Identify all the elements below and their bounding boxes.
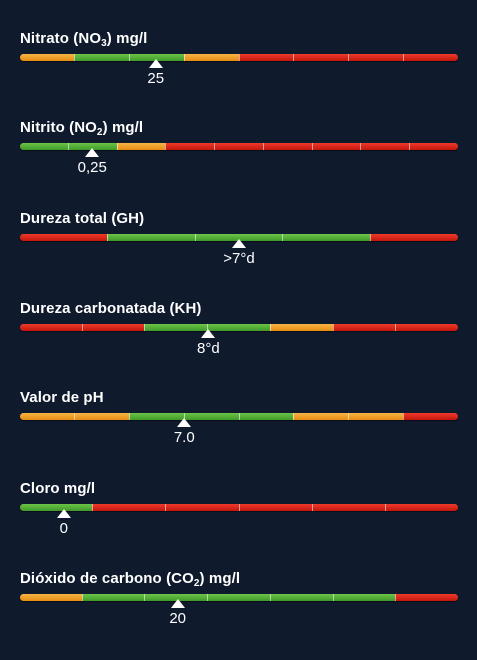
water-parameters-panel: Nitrato (NO3) mg/l 25 Nitrito (NO2) mg/l… [0, 30, 477, 627]
range-segment-orange [348, 413, 404, 420]
range-segment-red [395, 324, 458, 331]
param-title: Dióxido de carbono (CO2) mg/l [20, 570, 241, 589]
param-title: Dureza carbonatada (KH) [20, 300, 202, 317]
range-segment-red [214, 143, 263, 150]
range-segment-red [311, 504, 385, 511]
range-bar [20, 413, 458, 420]
range-segment-green [144, 594, 208, 601]
marker-value: 0 [59, 520, 68, 537]
range-segment-green [332, 594, 396, 601]
marker-value: 0,25 [77, 159, 107, 176]
param-nitrite: Nitrito (NO2) mg/l 0,25 [0, 119, 477, 209]
range-segment-orange [20, 594, 82, 601]
range-segment-red [92, 504, 166, 511]
range-segment-green [183, 413, 239, 420]
param-nitrate: Nitrato (NO3) mg/l 25 [0, 30, 477, 120]
range-bar [20, 504, 458, 511]
range-segment-orange [269, 324, 333, 331]
marker-value: 7.0 [173, 429, 195, 446]
range-segment-green [20, 143, 68, 150]
range-segment-green [73, 54, 129, 61]
marker-value: 25 [147, 70, 165, 87]
range-segment-green [20, 504, 93, 511]
param-title: Cloro mg/l [20, 480, 96, 497]
range-segment-red [165, 143, 215, 150]
range-segment-red [360, 143, 410, 150]
range-segment-green [67, 143, 117, 150]
range-segment-orange [73, 413, 129, 420]
range-segment-green [194, 234, 283, 241]
range-bar [20, 324, 458, 331]
range-segment-green [128, 413, 184, 420]
range-segment-green [81, 594, 145, 601]
marker-triangle-icon [148, 59, 163, 68]
range-segment-orange [183, 54, 239, 61]
marker-triangle-icon [170, 599, 185, 608]
param-ph: Valor de pH 7.0 [0, 389, 477, 479]
range-segment-red [409, 143, 458, 150]
range-segment-green [238, 413, 294, 420]
param-co2: Dióxido de carbono (CO2) mg/l 20 [0, 570, 477, 660]
param-chlorine: Cloro mg/l 0 [0, 480, 477, 570]
marker-value: >7°d [223, 250, 255, 267]
param-title: Nitrito (NO2) mg/l [20, 119, 144, 138]
range-segment-red [332, 324, 396, 331]
range-bar [20, 54, 458, 61]
marker-triangle-icon [201, 329, 216, 338]
marker-triangle-icon [177, 418, 192, 427]
marker-triangle-icon [56, 509, 71, 518]
range-segment-red [238, 504, 312, 511]
marker-triangle-icon [85, 148, 100, 157]
range-segment-green [207, 594, 270, 601]
range-segment-green [144, 324, 208, 331]
range-segment-orange [20, 54, 74, 61]
range-segment-green [106, 234, 195, 241]
range-bar [20, 594, 458, 601]
range-segment-red [165, 504, 239, 511]
range-segment-red [238, 54, 294, 61]
marker-value: 20 [169, 610, 187, 627]
range-bar [20, 234, 458, 241]
range-segment-red [262, 143, 312, 150]
range-segment-red [20, 324, 82, 331]
range-segment-red [20, 234, 107, 241]
param-kh: Dureza carbonatada (KH) 8°d [0, 300, 477, 390]
marker-value: 8°d [196, 340, 220, 357]
range-segment-orange [20, 413, 74, 420]
range-segment-red [311, 143, 361, 150]
param-gh: Dureza total (GH) >7°d [0, 210, 477, 300]
range-segment-red [395, 594, 458, 601]
range-segment-orange [116, 143, 166, 150]
range-segment-green [207, 324, 270, 331]
param-title: Valor de pH [20, 389, 104, 406]
range-segment-red [403, 413, 458, 420]
range-segment-red [384, 504, 458, 511]
range-segment-green [128, 54, 184, 61]
range-segment-red [293, 54, 349, 61]
param-title: Nitrato (NO3) mg/l [20, 30, 148, 49]
range-segment-green [282, 234, 371, 241]
range-bar [20, 143, 458, 150]
range-segment-orange [293, 413, 349, 420]
range-segment-green [269, 594, 333, 601]
range-segment-red [81, 324, 145, 331]
marker-triangle-icon [232, 239, 246, 248]
range-segment-red [370, 234, 458, 241]
range-segment-red [348, 54, 404, 61]
param-title: Dureza total (GH) [20, 210, 145, 227]
range-segment-red [403, 54, 458, 61]
